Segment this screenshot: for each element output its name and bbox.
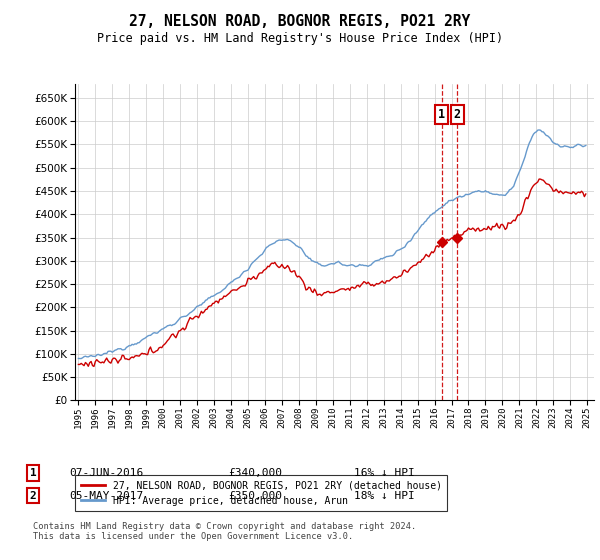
Text: 18% ↓ HPI: 18% ↓ HPI <box>354 491 415 501</box>
Text: 1: 1 <box>29 468 37 478</box>
Text: 27, NELSON ROAD, BOGNOR REGIS, PO21 2RY: 27, NELSON ROAD, BOGNOR REGIS, PO21 2RY <box>130 14 470 29</box>
Text: 05-MAY-2017: 05-MAY-2017 <box>69 491 143 501</box>
Text: £340,000: £340,000 <box>228 468 282 478</box>
Text: 2: 2 <box>454 108 461 121</box>
Text: 16% ↓ HPI: 16% ↓ HPI <box>354 468 415 478</box>
Text: £350,000: £350,000 <box>228 491 282 501</box>
Text: 07-JUN-2016: 07-JUN-2016 <box>69 468 143 478</box>
Text: Contains HM Land Registry data © Crown copyright and database right 2024.
This d: Contains HM Land Registry data © Crown c… <box>33 522 416 542</box>
Text: Price paid vs. HM Land Registry's House Price Index (HPI): Price paid vs. HM Land Registry's House … <box>97 32 503 45</box>
Legend: 27, NELSON ROAD, BOGNOR REGIS, PO21 2RY (detached house), HPI: Average price, de: 27, NELSON ROAD, BOGNOR REGIS, PO21 2RY … <box>74 475 448 511</box>
Text: 2: 2 <box>29 491 37 501</box>
Text: 1: 1 <box>438 108 445 121</box>
